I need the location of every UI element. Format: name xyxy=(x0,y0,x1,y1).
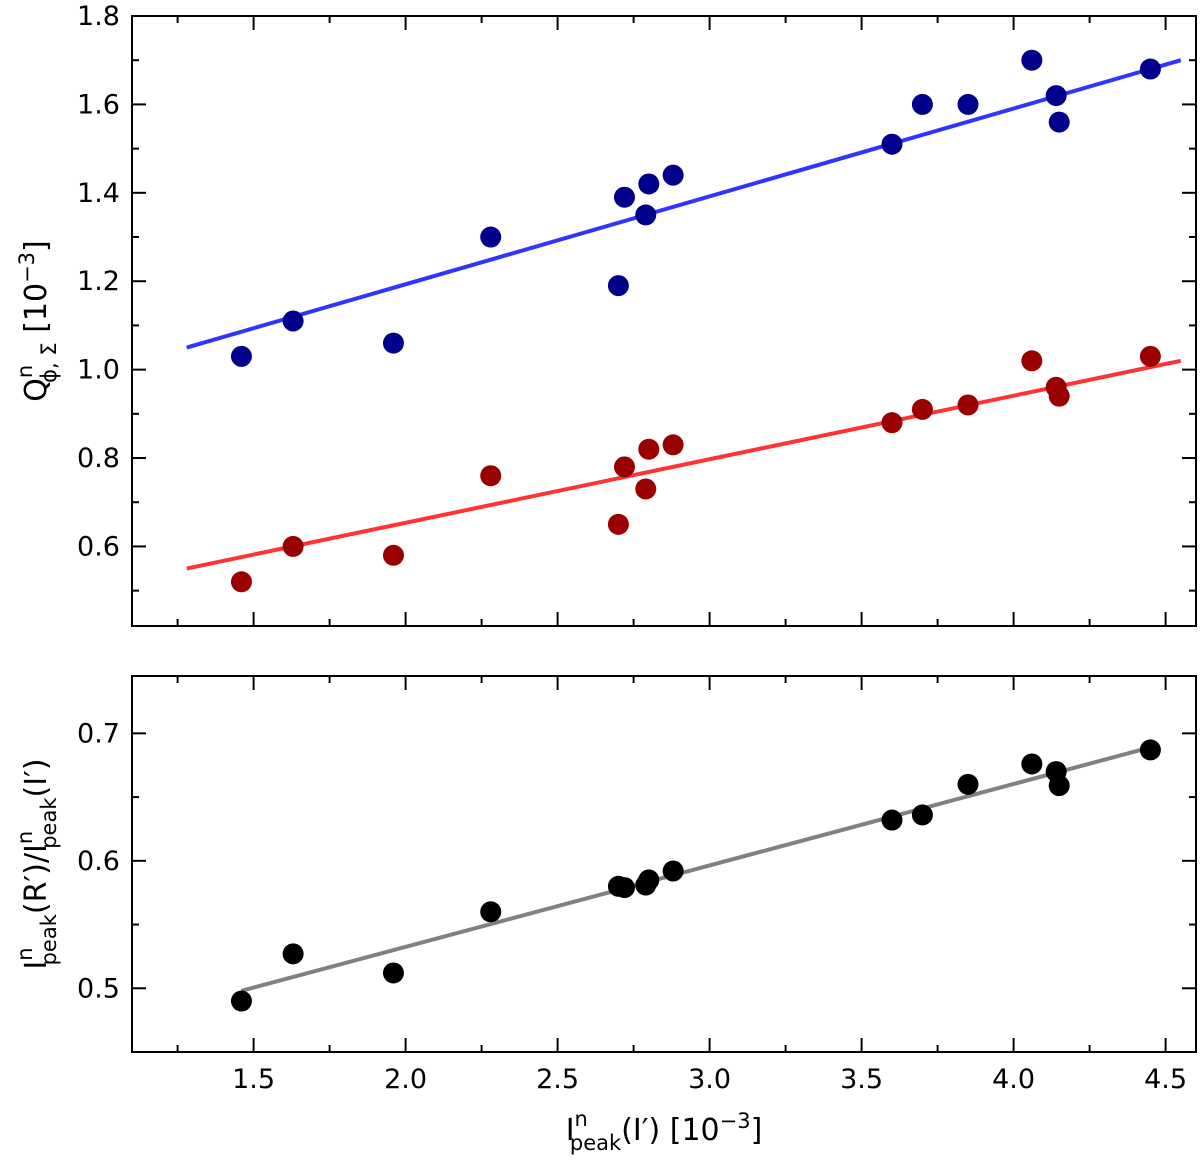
x-tick-label: 3.5 xyxy=(840,1064,883,1095)
plot-frame xyxy=(131,675,1197,1053)
data-point-red xyxy=(635,478,657,500)
data-point-black xyxy=(638,869,660,891)
data-point-blue xyxy=(1021,49,1043,71)
data-point-blue xyxy=(881,133,903,155)
x-tick-label: 2.0 xyxy=(384,1064,427,1095)
data-point-blue xyxy=(1139,58,1161,80)
y-tick-label: 0.7 xyxy=(77,718,120,749)
data-point-black xyxy=(613,877,635,899)
x-tick-label: 3.0 xyxy=(688,1064,731,1095)
data-point-blue xyxy=(613,186,635,208)
data-point-red xyxy=(480,465,502,487)
y-tick-label: 1.8 xyxy=(77,1,120,32)
data-point-black xyxy=(230,990,252,1012)
bottom-panel: 1.5 2.0 2.5 3.0 3.5 4.0 4.5 0.5 0.6 0.7 Inpeak(R′)… xyxy=(13,675,1197,1155)
top-panel: 0.6 0.8 1.0 1.2 1.4 1.6 1.8 Qnϕ, Σ [10−3] xyxy=(13,1,1197,627)
data-point-blue xyxy=(662,164,684,186)
x-axis-title: In peak(I′) [10−3] xyxy=(566,1107,763,1155)
data-point-blue xyxy=(957,93,979,115)
data-point-blue xyxy=(282,310,304,332)
y-tick-label: 1.2 xyxy=(77,266,120,297)
data-point-black xyxy=(1139,739,1161,761)
data-point-red xyxy=(957,394,979,416)
data-point-red xyxy=(911,398,933,420)
plot-frame xyxy=(131,15,1197,627)
y-tick-label: 1.6 xyxy=(77,89,120,120)
data-point-red xyxy=(1021,350,1043,372)
data-point-red xyxy=(881,412,903,434)
data-point-red xyxy=(613,456,635,478)
data-point-blue xyxy=(607,275,629,297)
y-tick-label: 0.6 xyxy=(77,846,120,877)
data-point-red xyxy=(1139,345,1161,367)
fit-line-red xyxy=(186,358,1182,571)
data-point-red xyxy=(382,544,404,566)
y-tick-label: 0.6 xyxy=(77,531,120,562)
data-point-blue xyxy=(1048,111,1070,133)
y-axis-title: Qnϕ, Σ [10−3] xyxy=(13,240,61,402)
x-tick-label: 4.0 xyxy=(992,1064,1035,1095)
fit-line-black xyxy=(240,745,1151,993)
data-point-blue xyxy=(230,345,252,367)
data-point-black xyxy=(881,809,903,831)
data-point-black xyxy=(282,943,304,965)
data-point-red xyxy=(638,438,660,460)
data-point-red xyxy=(230,571,252,593)
y-axis-title: Inpeak(R′)/Inpeak(I′) xyxy=(13,758,61,969)
y-tick-label: 0.8 xyxy=(77,443,120,474)
data-point-black xyxy=(1021,753,1043,775)
data-point-blue xyxy=(638,173,660,195)
data-point-blue xyxy=(911,93,933,115)
data-point-black xyxy=(382,962,404,984)
data-point-black xyxy=(1048,775,1070,797)
y-tick-label: 1.4 xyxy=(77,178,120,209)
y-tick-label: 0.5 xyxy=(77,973,120,1004)
data-point-red xyxy=(282,535,304,557)
fit-line-blue xyxy=(186,58,1182,350)
data-point-black xyxy=(480,901,502,923)
x-tick-label: 1.5 xyxy=(232,1064,275,1095)
data-point-black xyxy=(957,773,979,795)
y-tick-label: 1.0 xyxy=(77,355,120,386)
data-point-black xyxy=(911,804,933,826)
data-point-blue xyxy=(480,226,502,248)
data-point-blue xyxy=(635,204,657,226)
x-tick-label: 2.5 xyxy=(536,1064,579,1095)
data-point-black xyxy=(662,860,684,882)
data-point-blue xyxy=(382,332,404,354)
data-point-red xyxy=(662,434,684,456)
x-tick-label: 4.5 xyxy=(1144,1064,1187,1095)
data-point-red xyxy=(607,513,629,535)
data-point-red xyxy=(1048,385,1070,407)
data-point-blue xyxy=(1045,85,1067,107)
